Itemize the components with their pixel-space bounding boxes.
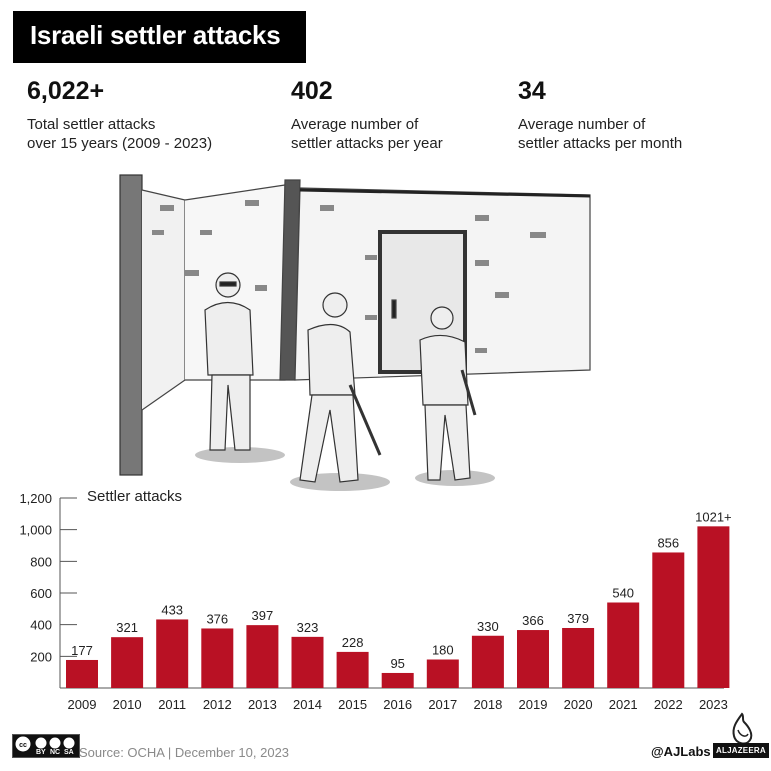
y-tick-label: 1,200 [19, 491, 52, 506]
x-tick-label-2009: 2009 [68, 697, 97, 712]
stat-desc-line: settler attacks per month [518, 135, 683, 152]
figure-left [204, 272, 254, 451]
bar-2017 [426, 659, 459, 688]
bar-2019 [517, 630, 549, 688]
stat-value: 402 [291, 77, 333, 105]
x-tick-labels: 2009 2010 2011 2012 2013 2014 2015 2016 2017 2018… [68, 697, 728, 712]
ajlabs-handle: @AJLabs [651, 744, 711, 759]
aljazeera-brand-badge: ALJAZEERA [713, 743, 769, 758]
bar-2016 [381, 672, 414, 688]
data-label-2014: 323 [297, 620, 319, 635]
bricks [152, 200, 546, 353]
y-tick-label: 1,000 [19, 523, 52, 538]
bar-2014 [291, 636, 324, 688]
bars [66, 526, 730, 688]
svg-text:cc: cc [19, 742, 27, 749]
data-label-2012: 376 [206, 611, 228, 626]
aljazeera-logo-icon [732, 712, 753, 745]
y-tick-label: 600 [30, 586, 52, 601]
stat-desc-line: Total settler attacks [27, 116, 156, 133]
data-label-2020: 379 [567, 611, 589, 626]
bar-2018 [471, 635, 504, 688]
cc-nc-label: NC [50, 749, 61, 756]
stat-desc-line: Average number of [518, 116, 646, 133]
stat-desc-line: Average number of [291, 116, 419, 133]
y-tick-label: 400 [30, 618, 52, 633]
page-title: Israeli settler attacks [30, 20, 281, 50]
bar-2023 [697, 526, 730, 688]
bar-2022 [652, 552, 685, 688]
cc-sa-label: SA [64, 749, 74, 756]
x-tick-label-2011: 2011 [158, 697, 186, 712]
chart-title: Settler attacks [87, 488, 182, 505]
bar-2012 [201, 628, 234, 688]
x-tick-label-2014: 2014 [293, 697, 322, 712]
x-tick-label-2022: 2022 [654, 697, 683, 712]
y-tick-label: 800 [30, 554, 52, 569]
bar-2015 [336, 651, 369, 688]
bar-2021 [607, 602, 640, 688]
stat-per-month: 34 Average number of settler attacks per… [518, 76, 682, 153]
x-tick-label-2023: 2023 [699, 697, 728, 712]
x-tick-label-2018: 2018 [473, 697, 502, 712]
bar-2013 [246, 625, 279, 688]
bar-2011 [156, 619, 189, 688]
data-label-2021: 540 [612, 586, 634, 601]
left-wall [141, 189, 186, 411]
pole [119, 174, 143, 476]
data-label-2016: 95 [390, 656, 404, 671]
title-banner [13, 11, 306, 63]
stat-per-year: 402 Average number of settler attacks pe… [291, 76, 443, 153]
stat-desc-line: settler attacks per year [291, 135, 443, 152]
stat-value: 34 [518, 77, 546, 105]
x-tick-label-2021: 2021 [609, 697, 638, 712]
source-text: Source: OCHA | December 10, 2023 [79, 745, 290, 760]
x-tick-label-2012: 2012 [203, 697, 232, 712]
cc-by-label: BY [36, 749, 46, 756]
stat-description: Total settler attacks over 15 years (200… [27, 115, 212, 153]
data-label-2017: 180 [432, 643, 454, 658]
bar-2020 [562, 627, 595, 688]
y-tick-label: 200 [30, 649, 52, 664]
x-tick-label-2016: 2016 [383, 697, 412, 712]
data-label-2011: 433 [161, 602, 183, 617]
x-tick-label-2015: 2015 [338, 697, 367, 712]
data-labels: 177 321 433 376 397 323 228 95 180 330 366 379 540 85… [71, 509, 732, 671]
cc-license-badge: cc BY NC SA [12, 734, 80, 758]
data-label-2019: 366 [522, 613, 544, 628]
x-tick-label-2010: 2010 [113, 697, 142, 712]
stat-desc-line: over 15 years (2009 - 2023) [27, 135, 213, 152]
figure-middle [299, 292, 382, 483]
data-label-2013: 397 [252, 608, 274, 623]
x-tick-label-2019: 2019 [519, 697, 548, 712]
x-tick-label-2020: 2020 [564, 697, 593, 712]
data-label-2009: 177 [71, 643, 93, 658]
data-label-2023: 1021+ [695, 509, 732, 524]
bar-2009 [66, 659, 98, 688]
x-tick-label-2013: 2013 [248, 697, 277, 712]
stat-description: Average number of settler attacks per ye… [291, 115, 443, 153]
data-label-2022: 856 [657, 535, 679, 550]
figure-right [419, 306, 477, 481]
stat-total: 6,022+ Total settler attacks over 15 yea… [27, 76, 212, 153]
x-tick-label-2017: 2017 [428, 697, 457, 712]
bar-chart: 200 400 600 800 1,000 1,200 177 321 433 376 397 32… [19, 488, 732, 712]
data-label-2018: 330 [477, 619, 499, 634]
bar-2010 [111, 637, 144, 688]
data-label-2015: 228 [342, 635, 364, 650]
illustration-sketch [119, 174, 591, 491]
data-label-2010: 321 [116, 620, 138, 635]
stat-value: 6,022+ [27, 77, 105, 105]
stat-description: Average number of settler attacks per mo… [518, 115, 682, 153]
cc-icon: cc [14, 735, 76, 753]
